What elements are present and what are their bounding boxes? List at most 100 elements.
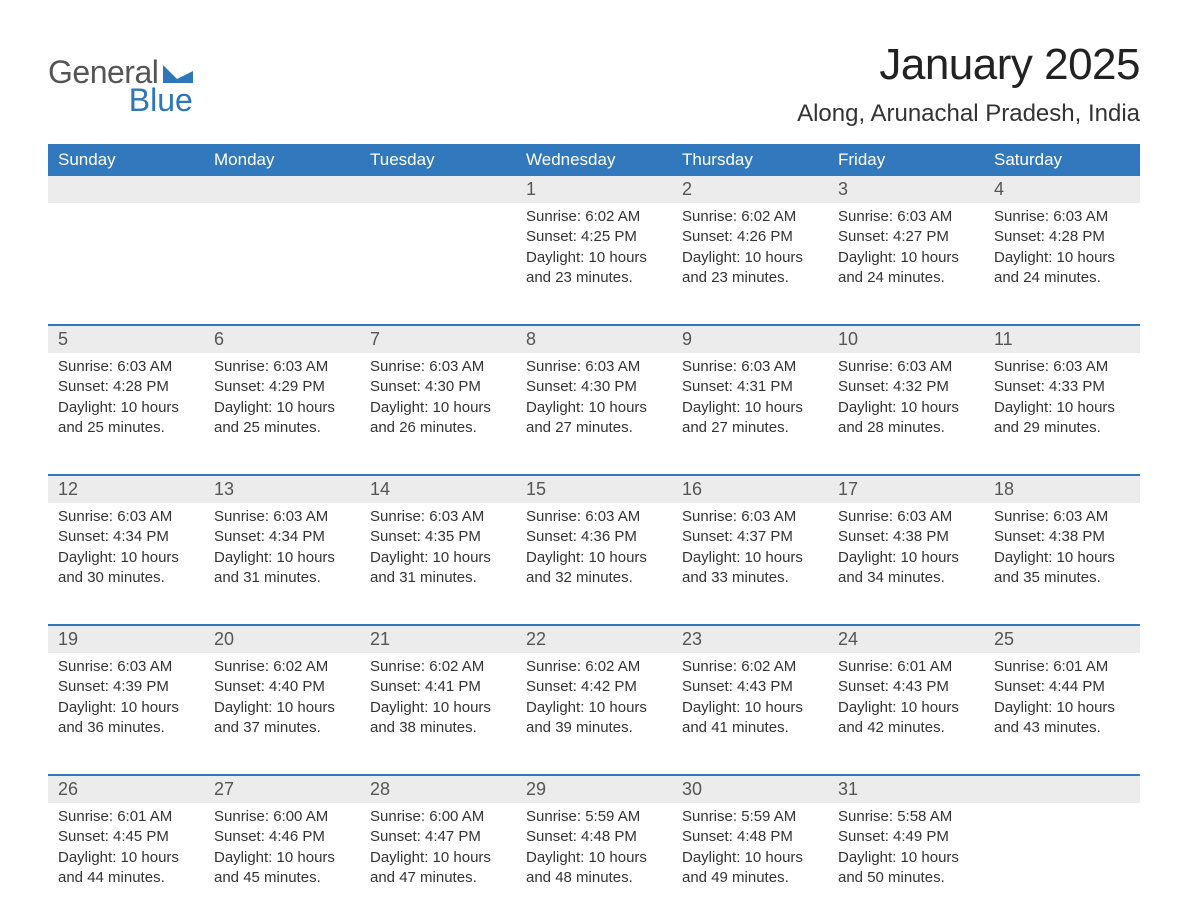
day-cell: Sunrise: 6:02 AMSunset: 4:42 PMDaylight:… [516,653,672,764]
week-row: 567891011Sunrise: 6:03 AMSunset: 4:28 PM… [48,324,1140,464]
day-number: 5 [48,326,204,353]
day-number: 31 [828,776,984,803]
daylight-line: Daylight: 10 hours and 43 minutes. [994,698,1130,739]
sunset-line: Sunset: 4:35 PM [370,527,506,547]
daylight-line: Daylight: 10 hours and 27 minutes. [682,398,818,439]
day-cell: Sunrise: 6:01 AMSunset: 4:44 PMDaylight:… [984,653,1140,764]
title-block: January 2025 Along, Arunachal Pradesh, I… [797,40,1140,128]
daylight-line: Daylight: 10 hours and 31 minutes. [370,548,506,589]
calendar: Sunday Monday Tuesday Wednesday Thursday… [48,144,1140,914]
sunset-line: Sunset: 4:27 PM [838,227,974,247]
weeks-container: 1234Sunrise: 6:02 AMSunset: 4:25 PMDayli… [48,176,1140,914]
sunrise-line: Sunrise: 6:01 AM [994,657,1130,677]
day-cell: Sunrise: 6:02 AMSunset: 4:40 PMDaylight:… [204,653,360,764]
daylight-line: Daylight: 10 hours and 27 minutes. [526,398,662,439]
daylight-line: Daylight: 10 hours and 24 minutes. [838,248,974,289]
day-number: 16 [672,476,828,503]
sunset-line: Sunset: 4:41 PM [370,677,506,697]
day-number [48,176,204,203]
sunrise-line: Sunrise: 6:02 AM [682,657,818,677]
sunrise-line: Sunrise: 6:02 AM [526,657,662,677]
day-cell: Sunrise: 6:01 AMSunset: 4:43 PMDaylight:… [828,653,984,764]
day-cell: Sunrise: 6:02 AMSunset: 4:25 PMDaylight:… [516,203,672,314]
sunset-line: Sunset: 4:26 PM [682,227,818,247]
sunrise-line: Sunrise: 6:03 AM [682,357,818,377]
day-number [204,176,360,203]
sunset-line: Sunset: 4:25 PM [526,227,662,247]
day-number: 9 [672,326,828,353]
day-cell: Sunrise: 6:03 AMSunset: 4:33 PMDaylight:… [984,353,1140,464]
day-cell: Sunrise: 6:03 AMSunset: 4:34 PMDaylight:… [48,503,204,614]
day-cell: Sunrise: 6:03 AMSunset: 4:37 PMDaylight:… [672,503,828,614]
day-cell: Sunrise: 6:03 AMSunset: 4:30 PMDaylight:… [360,353,516,464]
sunset-line: Sunset: 4:32 PM [838,377,974,397]
month-title: January 2025 [797,40,1140,90]
sunset-line: Sunset: 4:30 PM [370,377,506,397]
weekday-header-row: Sunday Monday Tuesday Wednesday Thursday… [48,144,1140,176]
sunrise-line: Sunrise: 5:58 AM [838,807,974,827]
daylight-line: Daylight: 10 hours and 23 minutes. [682,248,818,289]
day-number: 25 [984,626,1140,653]
daylight-line: Daylight: 10 hours and 42 minutes. [838,698,974,739]
daynum-row: 262728293031 [48,776,1140,803]
sunrise-line: Sunrise: 6:03 AM [526,357,662,377]
sunrise-line: Sunrise: 6:03 AM [838,207,974,227]
sunset-line: Sunset: 4:39 PM [58,677,194,697]
weekday-header: Thursday [672,144,828,176]
day-cell: Sunrise: 6:03 AMSunset: 4:29 PMDaylight:… [204,353,360,464]
day-number: 1 [516,176,672,203]
day-number: 21 [360,626,516,653]
day-number: 6 [204,326,360,353]
day-cell: Sunrise: 6:03 AMSunset: 4:34 PMDaylight:… [204,503,360,614]
sunset-line: Sunset: 4:45 PM [58,827,194,847]
daylight-line: Daylight: 10 hours and 39 minutes. [526,698,662,739]
day-number: 13 [204,476,360,503]
day-number: 8 [516,326,672,353]
daylight-line: Daylight: 10 hours and 33 minutes. [682,548,818,589]
sunrise-line: Sunrise: 6:03 AM [58,657,194,677]
weekday-header: Monday [204,144,360,176]
sunset-line: Sunset: 4:33 PM [994,377,1130,397]
day-number [984,776,1140,803]
day-cell [984,803,1140,914]
sunset-line: Sunset: 4:34 PM [214,527,350,547]
day-cell: Sunrise: 6:02 AMSunset: 4:41 PMDaylight:… [360,653,516,764]
day-cell: Sunrise: 6:03 AMSunset: 4:28 PMDaylight:… [984,203,1140,314]
day-number: 27 [204,776,360,803]
daylight-line: Daylight: 10 hours and 38 minutes. [370,698,506,739]
day-cell: Sunrise: 6:03 AMSunset: 4:31 PMDaylight:… [672,353,828,464]
day-number: 30 [672,776,828,803]
day-number: 3 [828,176,984,203]
day-cell [360,203,516,314]
day-number: 7 [360,326,516,353]
daylight-line: Daylight: 10 hours and 25 minutes. [214,398,350,439]
weekday-header: Friday [828,144,984,176]
day-cell: Sunrise: 6:03 AMSunset: 4:32 PMDaylight:… [828,353,984,464]
day-cell: Sunrise: 6:00 AMSunset: 4:46 PMDaylight:… [204,803,360,914]
weekday-header: Saturday [984,144,1140,176]
week-row: 1234Sunrise: 6:02 AMSunset: 4:25 PMDayli… [48,176,1140,314]
day-number: 18 [984,476,1140,503]
sunrise-line: Sunrise: 6:03 AM [994,507,1130,527]
sunrise-line: Sunrise: 5:59 AM [526,807,662,827]
daynum-row: 1234 [48,176,1140,203]
daylight-line: Daylight: 10 hours and 26 minutes. [370,398,506,439]
location: Along, Arunachal Pradesh, India [797,100,1140,128]
sunset-line: Sunset: 4:28 PM [58,377,194,397]
day-number: 28 [360,776,516,803]
day-cell: Sunrise: 6:03 AMSunset: 4:35 PMDaylight:… [360,503,516,614]
day-cell: Sunrise: 6:03 AMSunset: 4:27 PMDaylight:… [828,203,984,314]
day-number: 19 [48,626,204,653]
week-row: 12131415161718Sunrise: 6:03 AMSunset: 4:… [48,474,1140,614]
day-cell: Sunrise: 6:03 AMSunset: 4:36 PMDaylight:… [516,503,672,614]
sunrise-line: Sunrise: 6:03 AM [370,357,506,377]
daylight-line: Daylight: 10 hours and 25 minutes. [58,398,194,439]
day-number: 15 [516,476,672,503]
day-number: 2 [672,176,828,203]
sunrise-line: Sunrise: 6:03 AM [994,207,1130,227]
daylight-line: Daylight: 10 hours and 35 minutes. [994,548,1130,589]
daylight-line: Daylight: 10 hours and 48 minutes. [526,848,662,889]
daylight-line: Daylight: 10 hours and 49 minutes. [682,848,818,889]
sunset-line: Sunset: 4:43 PM [682,677,818,697]
day-number: 29 [516,776,672,803]
